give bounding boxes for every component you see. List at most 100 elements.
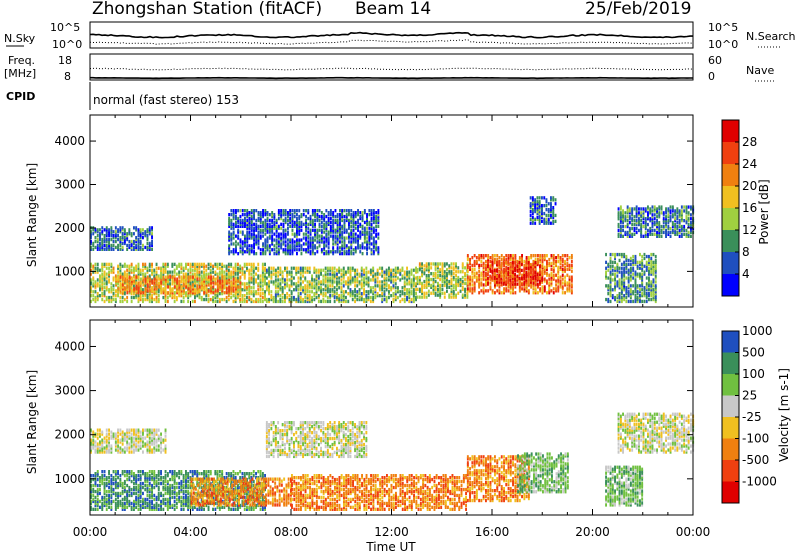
heatmap-cell: [536, 208, 539, 212]
heatmap-cell: [554, 219, 557, 223]
heatmap-cell: [262, 213, 264, 217]
heatmap-cell: [561, 291, 564, 295]
heatmap-cell: [543, 289, 546, 293]
heatmap-cell: [356, 276, 359, 280]
heatmap-cell: [268, 290, 270, 294]
heatmap-cell: [509, 266, 512, 271]
heatmap-cell: [324, 288, 327, 292]
heatmap-cell: [148, 247, 151, 251]
heatmap-cell: [375, 218, 378, 223]
heatmap-cell: [119, 270, 122, 274]
heatmap-cell: [372, 274, 375, 278]
heatmap-cell: [237, 272, 239, 276]
heatmap-cell: [155, 283, 158, 287]
heatmap-cell: [352, 214, 355, 219]
heatmap-cell: [534, 283, 537, 287]
heatmap-cell: [296, 222, 298, 226]
heatmap-cell: [151, 239, 153, 244]
heatmap-cell: [412, 268, 415, 272]
heatmap-cell: [446, 281, 448, 286]
heatmap-cell: [266, 222, 269, 226]
heatmap-cell: [648, 258, 650, 263]
heatmap-cell: [523, 279, 526, 283]
heatmap-cell: [201, 287, 203, 291]
heatmap-cell: [665, 224, 667, 229]
heatmap-cell: [448, 293, 451, 297]
heatmap-cell: [329, 209, 332, 213]
heatmap-cell: [625, 256, 628, 261]
heatmap-cell: [307, 211, 310, 215]
heatmap-cell: [376, 294, 379, 298]
heatmap-cell: [354, 272, 356, 276]
heatmap-cell: [377, 213, 380, 217]
heatmap-cell: [671, 213, 674, 217]
heatmap-cell: [427, 283, 430, 288]
heatmap-cell: [232, 252, 235, 256]
heatmap-cell: [375, 214, 378, 219]
heatmap-cell: [652, 297, 655, 302]
heatmap-cell: [295, 268, 298, 272]
heatmap-cell: [427, 277, 430, 282]
heatmap-cell: [605, 272, 607, 276]
heatmap-cell: [397, 286, 399, 290]
heatmap-cell: [370, 242, 373, 246]
heatmap-cell: [130, 268, 133, 272]
heatmap-cell: [527, 280, 530, 284]
heatmap-cell: [212, 277, 215, 281]
heatmap-cell: [531, 221, 534, 225]
heatmap-cell: [368, 220, 371, 225]
heatmap-cell: [268, 268, 270, 272]
heatmap-cell: [261, 299, 264, 304]
heatmap-cell: [475, 275, 478, 279]
heatmap-cell: [162, 289, 165, 293]
heatmap-cell: [399, 294, 402, 298]
heatmap-cell: [340, 288, 343, 292]
heatmap-cell: [471, 256, 474, 260]
heatmap-cell: [121, 237, 124, 242]
heatmap-cell: [566, 281, 569, 285]
heatmap-cell: [103, 282, 106, 286]
heatmap-cell: [529, 280, 532, 284]
heatmap-cell: [375, 240, 378, 244]
heatmap-cell: [443, 275, 446, 280]
heatmap-cell: [631, 209, 634, 213]
heatmap-cell: [550, 206, 552, 210]
heatmap-cell: [287, 238, 289, 242]
heatmap-cell: [255, 252, 258, 256]
heatmap-cell: [305, 248, 307, 252]
heatmap-cell: [235, 220, 237, 225]
heatmap-cell: [175, 266, 178, 270]
heatmap-cell: [546, 259, 548, 264]
heatmap-cell: [354, 226, 357, 230]
heatmap-cell: [491, 257, 494, 262]
heatmap-cell: [639, 299, 641, 304]
heatmap-cell: [144, 264, 147, 268]
heatmap-cell: [232, 279, 235, 283]
heatmap-cell: [300, 213, 303, 217]
heatmap-cell: [487, 280, 489, 284]
heatmap-cell: [313, 294, 316, 298]
heatmap-cell: [543, 217, 546, 221]
heatmap-cell: [341, 248, 344, 252]
heatmap-cell: [561, 277, 564, 281]
heatmap-cell: [525, 262, 528, 267]
heatmap-cell: [388, 292, 390, 296]
heatmap-cell: [546, 267, 548, 271]
heatmap-cell: [564, 261, 566, 266]
heatmap-cell: [297, 299, 300, 304]
heatmap-cell: [119, 295, 122, 300]
heatmap-cell: [103, 299, 106, 304]
heatmap-cell: [244, 250, 246, 254]
heatmap-cell: [171, 279, 174, 283]
heatmap-cell: [130, 264, 133, 268]
heatmap-cell: [103, 274, 106, 278]
heatmap-cell: [277, 250, 280, 254]
heatmap-cell: [239, 230, 242, 234]
dotted-trace: [89, 67, 694, 71]
heatmap-cell: [439, 277, 442, 282]
heatmap-cell: [434, 275, 437, 280]
heatmap-cell: [636, 260, 639, 264]
heatmap-cell: [232, 211, 235, 215]
heatmap-cell: [368, 242, 371, 246]
heatmap-cell: [412, 290, 415, 294]
